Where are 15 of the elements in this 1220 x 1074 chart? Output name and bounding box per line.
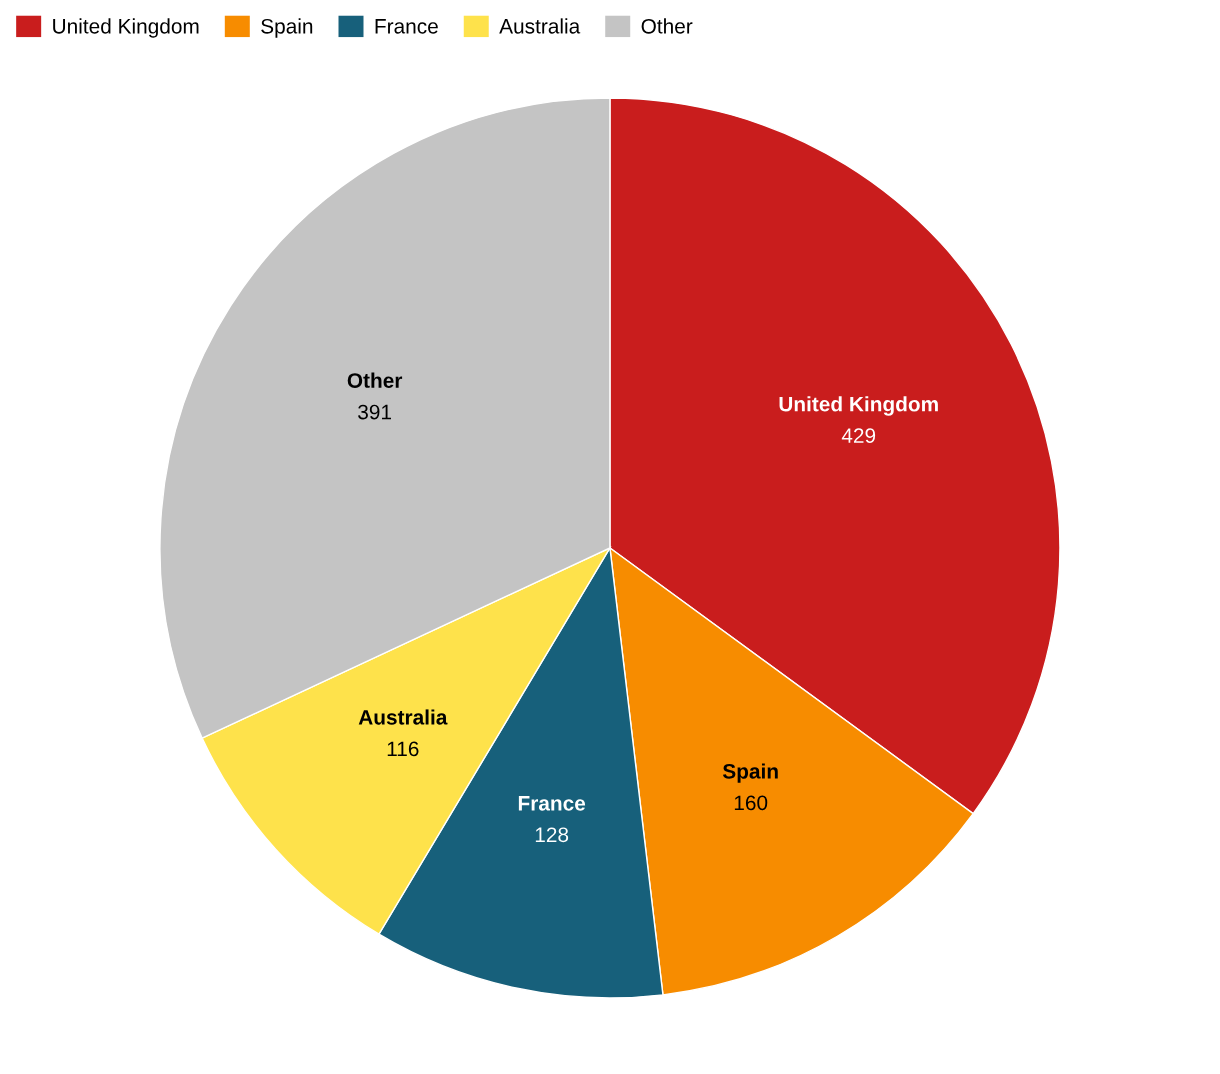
data-label: 128 [535, 827, 569, 843]
slice-label: United Kingdom [779, 396, 938, 416]
slice-label: France [518, 796, 586, 811]
slice-label: Other [347, 372, 403, 388]
data-label: 116 [387, 741, 419, 757]
legend-label: Australia [499, 18, 581, 34]
legend-label: Spain [261, 18, 313, 38]
slice-label: Australia [358, 709, 448, 725]
data-label: 391 [358, 404, 391, 420]
slice-label: Spain [722, 763, 778, 783]
legend-label: France [375, 19, 438, 34]
data-label: 160 [734, 795, 768, 811]
legend-label: United Kingdom [53, 18, 199, 38]
legend-label: Other [641, 18, 693, 34]
data-label: 429 [841, 428, 876, 444]
